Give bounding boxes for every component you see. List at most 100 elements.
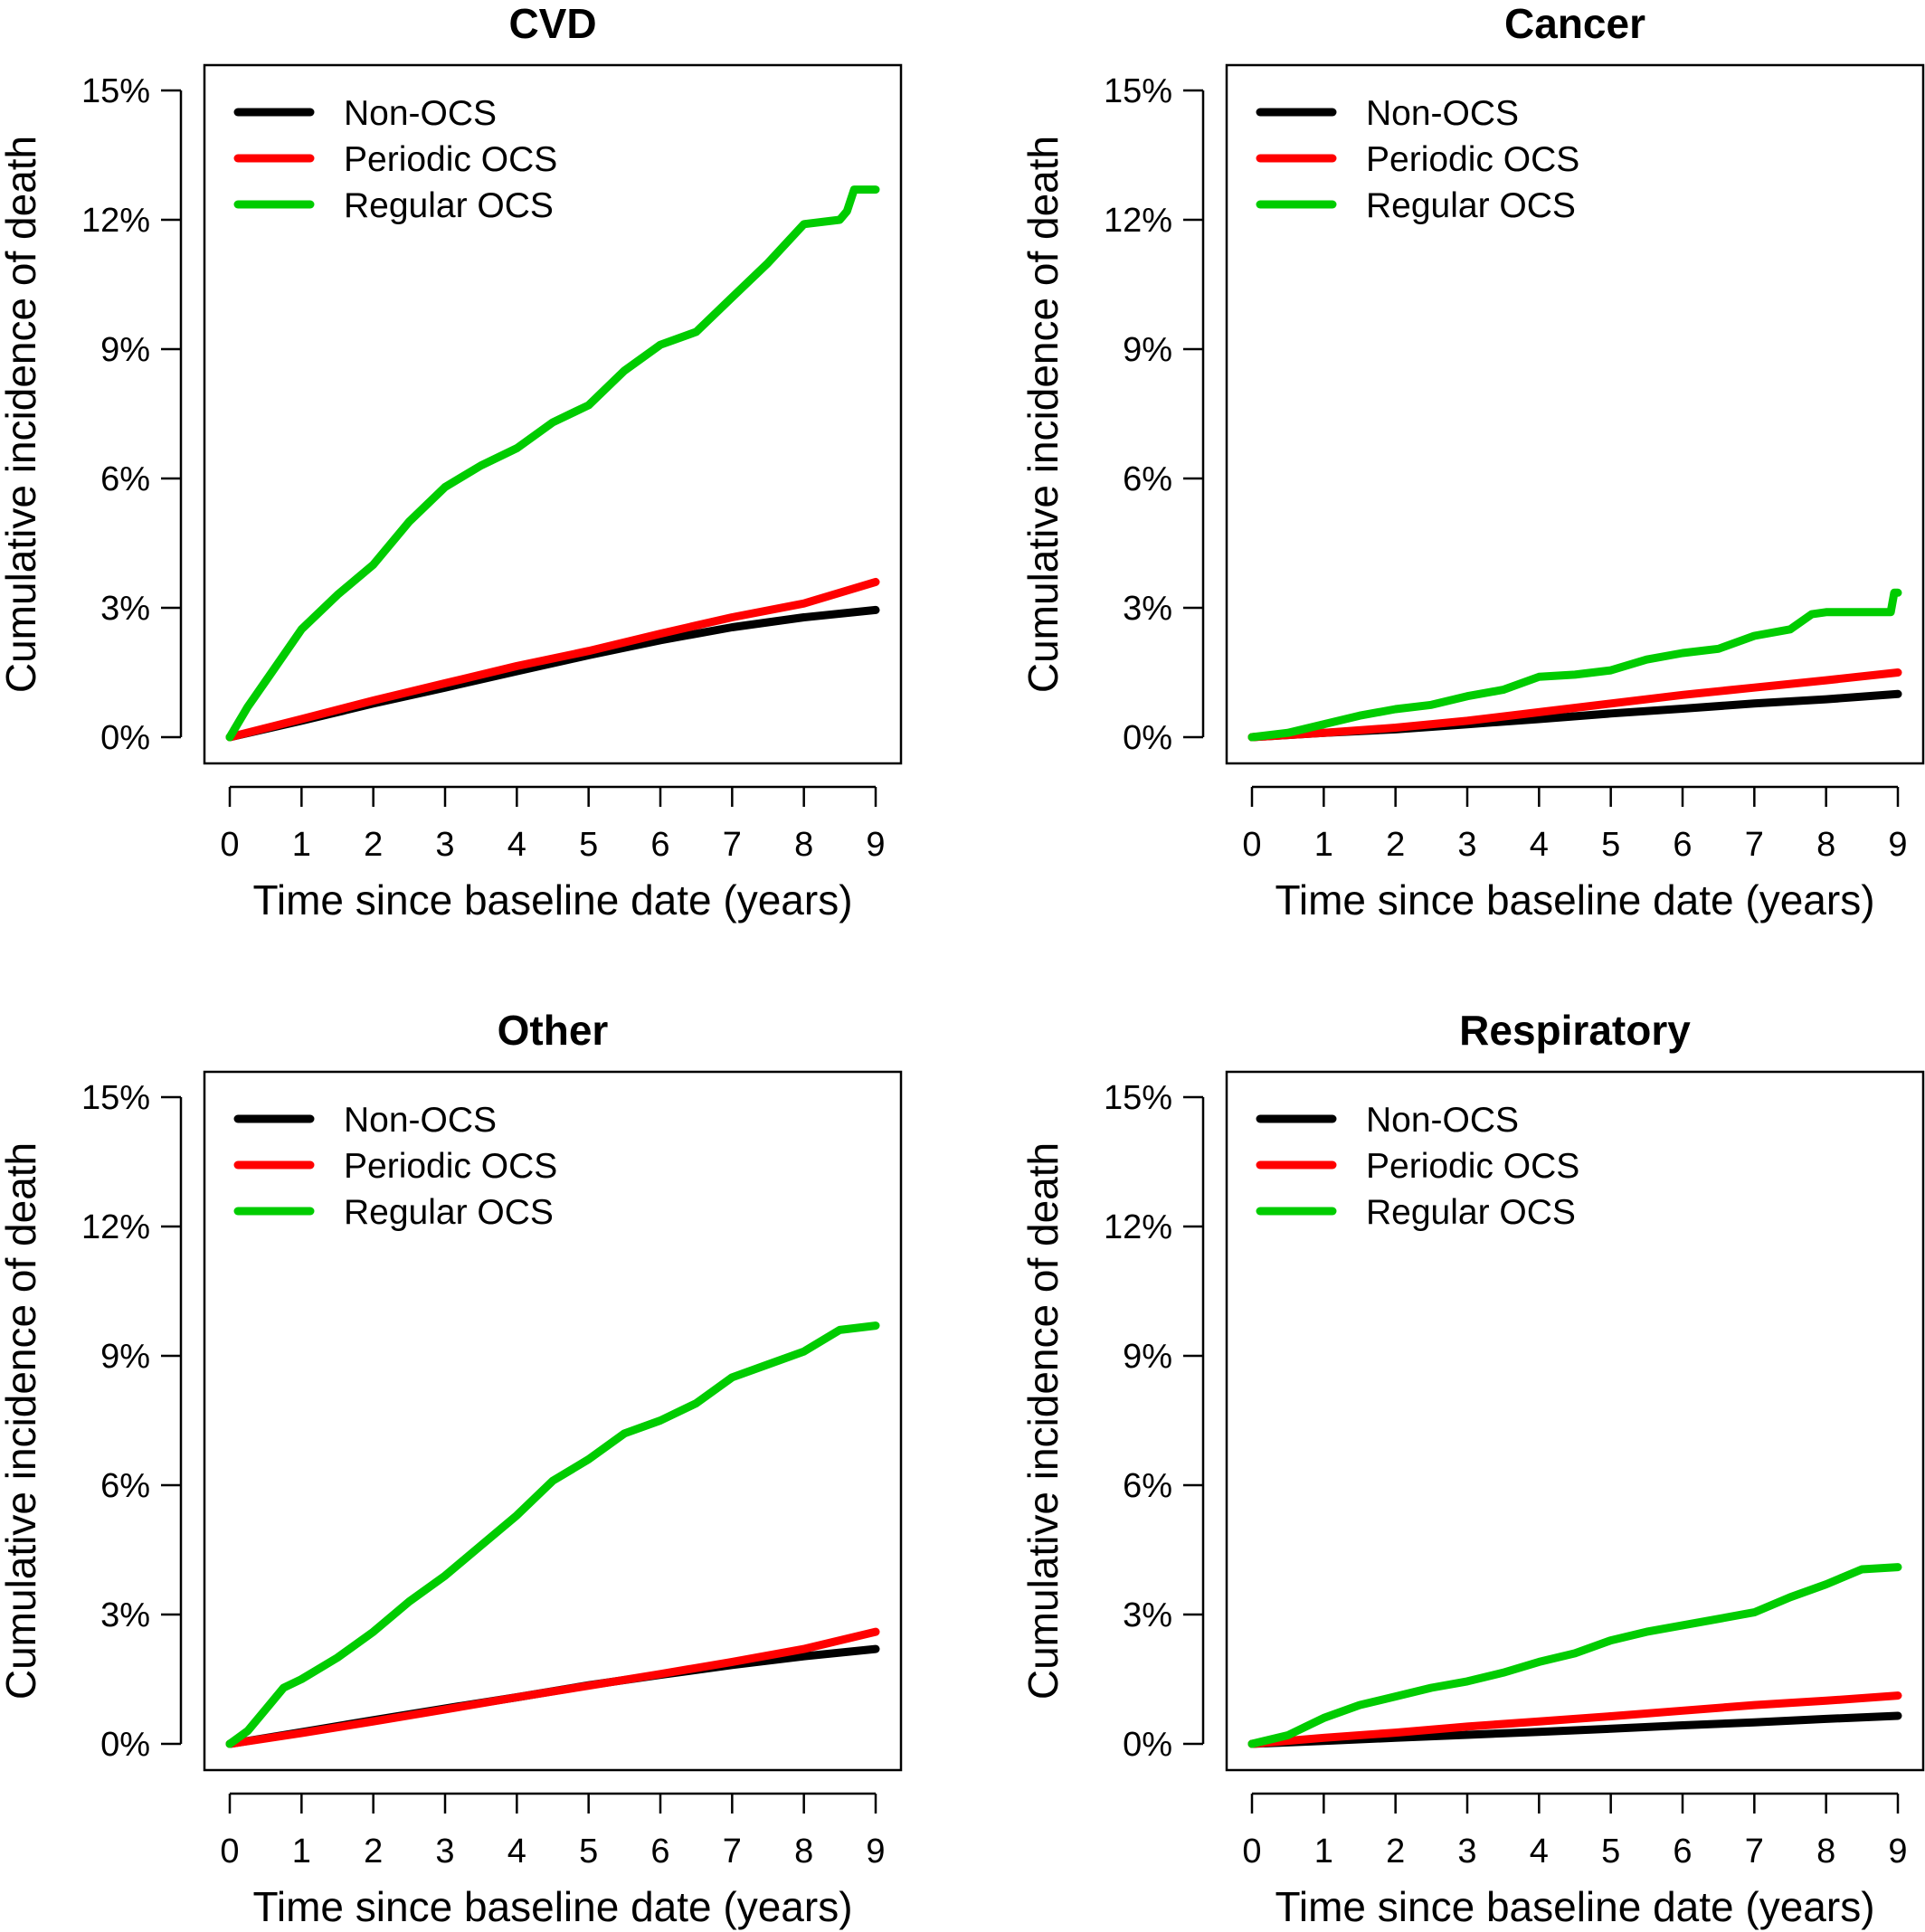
y-axis-label: Cumulative incidence of death [0, 136, 44, 693]
x-tick-label: 8 [1816, 1833, 1835, 1870]
panel-cvd: CVD 0% 3% 6% 9% 12% 15% 0 1 2 3 4 5 6 7 8 9 Time since ba… [0, 0, 903, 923]
legend-label: Periodic OCS [344, 1147, 557, 1186]
plot-frame [203, 1070, 903, 1772]
y-tick-label: 12% [81, 202, 150, 240]
x-tick-label: 2 [364, 826, 383, 864]
y-tick-label: 0% [100, 719, 150, 757]
panel-title: CVD [508, 0, 596, 47]
legend-label: Non-OCS [344, 94, 497, 133]
y-tick-label: 12% [1104, 1208, 1172, 1246]
x-tick-label: 0 [1242, 1833, 1261, 1870]
x-tick-label: 7 [1745, 1833, 1764, 1870]
x-axis-label: Time since baseline date (years) [252, 876, 852, 923]
x-tick-label: 3 [1457, 1833, 1476, 1870]
x-tick-label: 0 [1242, 826, 1261, 864]
y-tick-label: 3% [1123, 590, 1172, 628]
x-axis-label: Time since baseline date (years) [1275, 876, 1874, 923]
x-tick-label: 6 [1673, 1833, 1692, 1870]
legend: Non-OCS Periodic OCS Regular OCS [1256, 94, 1579, 225]
series-line-periodic-ocs [225, 577, 880, 742]
x-tick-label: 7 [723, 1833, 742, 1870]
y-tick-label: 9% [1123, 1338, 1172, 1376]
panel-respiratory: Respiratory 0% 3% 6% 9% 12% 15% 0 1 2 3 4 5 6 7 8 9 Time … [1019, 1007, 1925, 1930]
y-tick-label: 12% [1104, 202, 1172, 240]
series-line-non-ocs [1247, 1711, 1902, 1748]
x-tick-label: 3 [435, 1833, 454, 1870]
legend-label: Periodic OCS [1366, 1147, 1579, 1186]
legend: Non-OCS Periodic OCS Regular OCS [233, 94, 557, 225]
x-tick-label: 8 [794, 1833, 813, 1870]
x-tick-label: 5 [1601, 826, 1620, 864]
y-tick-label: 0% [100, 1726, 150, 1764]
x-tick-label: 3 [435, 826, 454, 864]
x-tick-label: 6 [650, 826, 669, 864]
legend-label: Non-OCS [1366, 1101, 1519, 1140]
x-tick-label: 9 [866, 826, 885, 864]
x-tick-label: 0 [220, 826, 239, 864]
y-tick-label: 3% [100, 590, 150, 628]
x-tick-label: 6 [650, 1833, 669, 1870]
series-line-regular-ocs [225, 1321, 880, 1748]
panel-cancer: Cancer 0% 3% 6% 9% 12% 15% 0 1 2 3 4 5 6 7 8 9 Time since… [1019, 0, 1925, 923]
legend-label: Non-OCS [1366, 94, 1519, 133]
x-tick-label: 5 [1601, 1833, 1620, 1870]
y-tick-label: 15% [1104, 1079, 1172, 1117]
x-tick-label: 6 [1673, 826, 1692, 864]
plot-frame [203, 63, 903, 765]
y-tick-label: 15% [1104, 72, 1172, 110]
y-tick-label: 15% [81, 72, 150, 110]
y-tick-label: 12% [81, 1208, 150, 1246]
x-tick-label: 1 [1314, 1833, 1333, 1870]
legend: Non-OCS Periodic OCS Regular OCS [233, 1101, 557, 1232]
panel-title: Respiratory [1459, 1007, 1691, 1054]
y-tick-label: 9% [100, 1338, 150, 1376]
x-tick-label: 4 [1530, 1833, 1549, 1870]
x-tick-label: 8 [794, 826, 813, 864]
x-tick-label: 9 [866, 1833, 885, 1870]
x-tick-label: 1 [292, 826, 311, 864]
series-line-regular-ocs [225, 185, 880, 742]
y-tick-label: 6% [1123, 1467, 1172, 1505]
y-axis-label: Cumulative incidence of death [1019, 1142, 1067, 1700]
x-tick-label: 2 [1386, 1833, 1405, 1870]
series-line-regular-ocs [1247, 588, 1902, 742]
y-tick-label: 0% [1123, 1726, 1172, 1764]
y-tick-label: 3% [1123, 1596, 1172, 1634]
x-tick-label: 4 [507, 826, 526, 864]
x-axis-label: Time since baseline date (years) [252, 1883, 852, 1930]
series-line-periodic-ocs [1247, 668, 1902, 742]
y-tick-label: 6% [100, 1467, 150, 1505]
series-line-periodic-ocs [225, 1627, 880, 1748]
x-tick-label: 9 [1888, 1833, 1907, 1870]
plot-frame [1225, 63, 1925, 765]
x-tick-label: 3 [1457, 826, 1476, 864]
y-tick-label: 6% [1123, 460, 1172, 498]
x-axis-label: Time since baseline date (years) [1275, 1883, 1874, 1930]
plot-frame [1225, 1070, 1925, 1772]
x-tick-label: 0 [220, 1833, 239, 1870]
series-line-regular-ocs [1247, 1563, 1902, 1748]
legend-label: Regular OCS [344, 1193, 554, 1232]
legend: Non-OCS Periodic OCS Regular OCS [1256, 1101, 1579, 1232]
panel-other: Other 0% 3% 6% 9% 12% 15% 0 1 2 3 4 5 6 7 8 9 Time since … [0, 1007, 903, 1930]
x-tick-label: 2 [1386, 826, 1405, 864]
y-tick-label: 0% [1123, 719, 1172, 757]
x-tick-label: 2 [364, 1833, 383, 1870]
x-tick-label: 4 [507, 1833, 526, 1870]
x-tick-label: 4 [1530, 826, 1549, 864]
legend-label: Periodic OCS [344, 140, 557, 179]
x-tick-label: 1 [292, 1833, 311, 1870]
y-tick-label: 15% [81, 1079, 150, 1117]
x-tick-label: 8 [1816, 826, 1835, 864]
x-tick-label: 1 [1314, 826, 1333, 864]
y-tick-label: 3% [100, 1596, 150, 1634]
x-tick-label: 5 [579, 826, 598, 864]
y-axis-label: Cumulative incidence of death [1019, 136, 1067, 693]
series-line-periodic-ocs [1247, 1691, 1902, 1748]
panel-title: Cancer [1504, 0, 1645, 47]
legend-label: Non-OCS [344, 1101, 497, 1140]
legend-label: Regular OCS [1366, 1193, 1576, 1232]
panel-title: Other [498, 1007, 609, 1054]
legend-label: Regular OCS [344, 186, 554, 225]
